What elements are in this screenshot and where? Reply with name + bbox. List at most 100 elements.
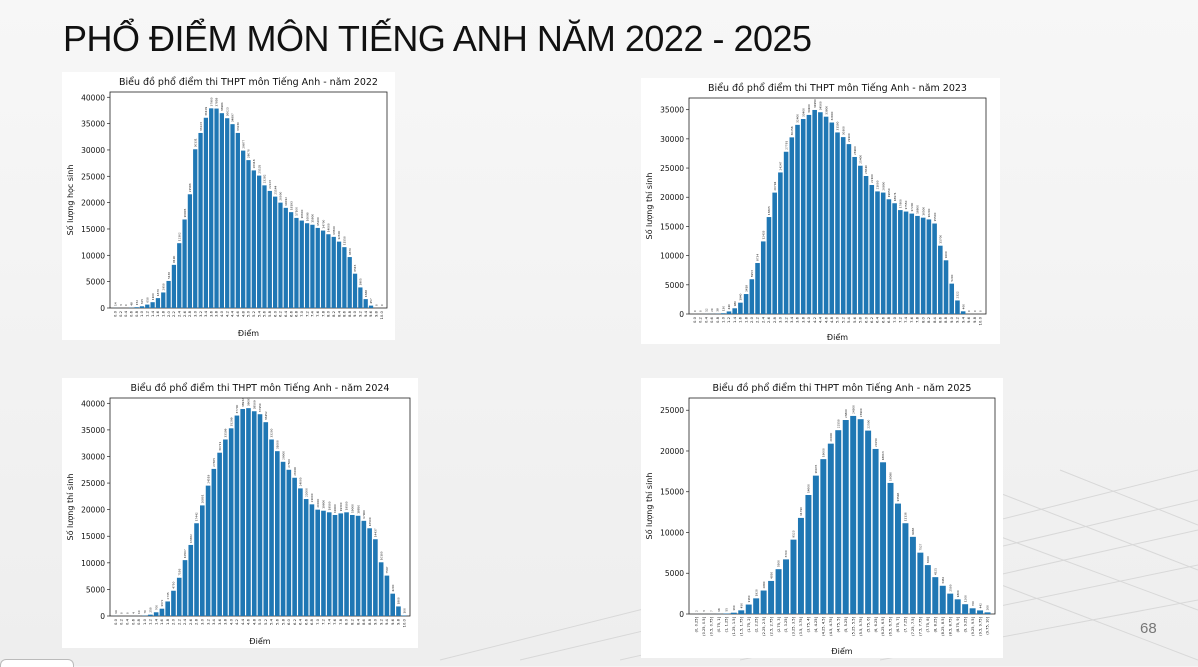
x-tick-label: 9.2 [358, 310, 363, 317]
data-label: 20250 [874, 438, 878, 447]
y-tick-label: 5000 [665, 281, 684, 290]
x-tick-label: 7.2 [321, 618, 326, 625]
data-label: 34950 [813, 99, 817, 108]
x-tick-label: 1.4 [732, 316, 737, 323]
bar [961, 311, 966, 314]
bar [898, 210, 903, 314]
x-tick-label: 4.2 [224, 310, 229, 317]
bar [140, 306, 144, 308]
data-label: 24519 [206, 475, 210, 484]
data-label: 7597 [385, 566, 389, 573]
x-tick-label: 0.4 [123, 310, 128, 317]
data-label: 16800 [916, 205, 920, 214]
y-tick-label: 25000 [660, 164, 684, 173]
bar [873, 449, 879, 614]
x-tick-label: 7.0 [892, 316, 897, 323]
data-label: 11790 [799, 507, 803, 516]
data-label: 33200 [270, 428, 274, 437]
x-tick-label: (6.25, 6.5] [881, 616, 885, 635]
data-label: 650 [145, 297, 149, 303]
x-tick-label: 3.4 [211, 618, 216, 625]
bar [316, 228, 320, 308]
data-label: 21144 [273, 185, 277, 194]
x-tick-label: (7.75, 8] [926, 616, 930, 632]
data-label: 32400 [796, 114, 800, 123]
x-tick-label: 1.8 [743, 316, 748, 323]
bar [880, 462, 886, 614]
bar [985, 612, 991, 614]
x-tick-label: 8.4 [336, 310, 341, 317]
x-tick-label: 2.2 [171, 310, 176, 317]
x-tick-label: 4.2 [812, 316, 817, 323]
data-label: 30711 [218, 442, 222, 451]
bar [230, 124, 234, 308]
x-tick-label: 8.0 [326, 310, 331, 317]
y-tick-label: 30000 [81, 146, 105, 155]
y-tick-label: 10000 [81, 251, 105, 260]
chart-2023: Biểu đồ phổ điểm thi THPT môn Tiếng Anh … [641, 78, 1000, 344]
bar [262, 185, 266, 308]
x-tick-label: (9, 9.25] [963, 616, 967, 632]
chart-title: Biểu đồ phổ điểm thi THPT môn Tiếng Anh … [131, 383, 390, 394]
bar [767, 217, 772, 314]
x-tick-label: 8.6 [938, 316, 943, 323]
data-label: 22500 [866, 419, 870, 428]
x-tick-label: 6.4 [283, 310, 288, 317]
x-tick-label: 7.4 [326, 618, 331, 625]
x-tick-label: 6.4 [875, 316, 880, 323]
data-label: 18 [717, 608, 721, 612]
bar [910, 537, 916, 614]
chart-title: Biểu đồ phổ điểm thi THPT môn Tiếng Anh … [713, 383, 972, 394]
x-tick-label: 2.0 [166, 310, 171, 317]
y-axis-label: Số lượng thí sinh [644, 473, 654, 540]
x-tick-label: 0.0 [692, 316, 697, 323]
x-tick-label: (4.25, 4.5] [822, 616, 826, 635]
x-tick-label: 7.2 [898, 316, 903, 323]
x-tick-label: 3.6 [217, 618, 222, 625]
data-label: 16090 [305, 212, 309, 221]
data-label: 12600 [337, 231, 341, 240]
data-label: 19012 [284, 197, 288, 206]
x-tick-label: 5.6 [275, 618, 280, 625]
data-label: 9466 [911, 528, 915, 535]
x-tick-label: 6.8 [294, 310, 299, 317]
x-tick-label: 6.8 [309, 618, 314, 625]
data-label: 37900 [209, 97, 213, 106]
bar [925, 565, 931, 614]
x-tick-label: (8.5, 8.75] [948, 616, 952, 635]
bar [315, 510, 320, 616]
x-tick-label: (8.25, 8.5] [941, 616, 945, 635]
data-label: 442 [978, 603, 982, 609]
bar [949, 284, 954, 314]
data-label: 2 [695, 610, 699, 612]
x-tick-label: 2.2 [176, 618, 181, 625]
data-label: 19500 [327, 501, 331, 510]
x-tick-label: 2.8 [187, 310, 192, 317]
data-label: 17200 [910, 202, 914, 211]
x-tick-label: 9.8 [396, 618, 401, 625]
bar [847, 144, 852, 314]
bar [220, 113, 224, 308]
bar [268, 191, 272, 308]
bar [738, 610, 744, 614]
data-label: 33199 [224, 428, 228, 437]
data-label: 32800 [830, 111, 834, 120]
x-tick-label: (9.75, 10] [986, 616, 990, 634]
x-tick-label: 0.0 [113, 310, 118, 317]
x-tick-label: 2.6 [182, 310, 187, 317]
x-tick-label: (5, 5.25] [844, 616, 848, 632]
x-tick-label: 3.8 [800, 316, 805, 323]
bar [156, 298, 160, 308]
chart-2025-svg: Biểu đồ phổ điểm thi THPT môn Tiếng Anh … [641, 378, 1003, 658]
x-tick-label: 3.8 [223, 618, 228, 625]
x-tick-label: 4.2 [234, 618, 239, 625]
x-tick-label: 8.8 [347, 310, 352, 317]
x-tick-label: 7.6 [332, 618, 337, 625]
x-tick-label: 1.2 [144, 310, 149, 317]
y-tick-label: 15000 [660, 488, 684, 497]
data-label: 10100 [379, 551, 383, 560]
data-label: 14700 [321, 219, 325, 228]
data-label: 24247 [779, 161, 783, 170]
data-label: 48 [130, 302, 134, 306]
data-label: 16805 [183, 208, 187, 217]
